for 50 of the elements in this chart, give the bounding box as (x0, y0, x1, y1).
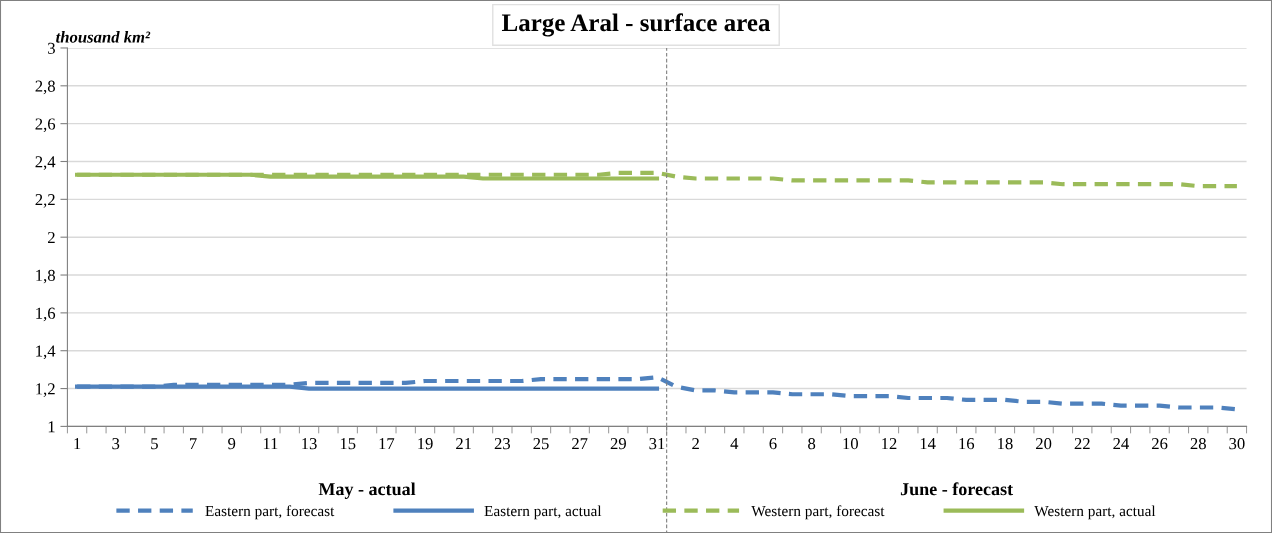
x-tick-label: 27 (572, 438, 588, 450)
legend-label: Eastern part, actual (484, 505, 602, 520)
y-tick-label: 1,6 (36, 307, 56, 322)
legend-label: Western part, actual (1034, 505, 1156, 520)
y-tick-label: 1,2 (36, 383, 55, 397)
chart-title: Large Aral - surface area (501, 13, 771, 37)
x-tick-label: 12 (882, 438, 897, 450)
y-tick-label: 1 (48, 421, 55, 433)
x-tick-label: 6 (769, 438, 777, 450)
y-tick-label: 2,2 (35, 194, 55, 208)
y-tick-label: 2 (48, 231, 55, 243)
legend-label: Eastern part, forecast (205, 505, 335, 520)
x-tick-label: 2 (692, 438, 699, 450)
x-tick-label: 21 (456, 438, 472, 450)
x-tick-label: 4 (730, 438, 739, 450)
y-tick-label: 3 (48, 42, 55, 54)
x-tick-label: 28 (1190, 437, 1206, 450)
y-axis-title: thousand km² (56, 30, 151, 43)
x-tick-label: 1 (74, 438, 81, 450)
x-tick-label: 29 (610, 438, 626, 450)
x-tick-label: 25 (533, 438, 549, 450)
x-tick-label: 15 (340, 438, 356, 450)
y-tick-label: 1,8 (36, 269, 55, 284)
x-tick-label: 30 (1229, 437, 1245, 450)
x-tick-label: 13 (302, 438, 317, 450)
x-tick-label: 23 (494, 438, 511, 450)
y-tick-label: 2,6 (35, 118, 56, 132)
x-tick-label: 22 (1074, 438, 1090, 450)
x-tick-label: 19 (418, 438, 433, 450)
x-tick-label: 18 (998, 437, 1013, 450)
text: May - actual (318, 482, 416, 499)
x-tick-label: 16 (959, 438, 975, 450)
y-tick-label: 1,4 (36, 345, 56, 360)
x-tick-label: 14 (920, 438, 936, 450)
x-tick-label: 5 (151, 438, 158, 450)
x-tick-label: 11 (263, 438, 278, 450)
x-tick-label: 10 (843, 437, 858, 450)
x-tick-label: 24 (1113, 438, 1129, 450)
x-tick-label: 9 (228, 438, 236, 450)
x-tick-label: 3 (112, 438, 120, 450)
x-tick-label: 31 (649, 438, 665, 450)
y-tick-label: 2,8 (35, 80, 55, 95)
legend-label: Western part, forecast (751, 505, 885, 520)
x-tick-label: 17 (379, 438, 395, 450)
y-tick-label: 2,4 (35, 156, 56, 170)
text: June - forecast (900, 482, 1014, 496)
x-tick-label: 26 (1151, 438, 1168, 450)
x-tick-label: 20 (1035, 437, 1052, 450)
x-tick-label: 7 (189, 438, 197, 450)
x-tick-label: 8 (808, 437, 816, 450)
